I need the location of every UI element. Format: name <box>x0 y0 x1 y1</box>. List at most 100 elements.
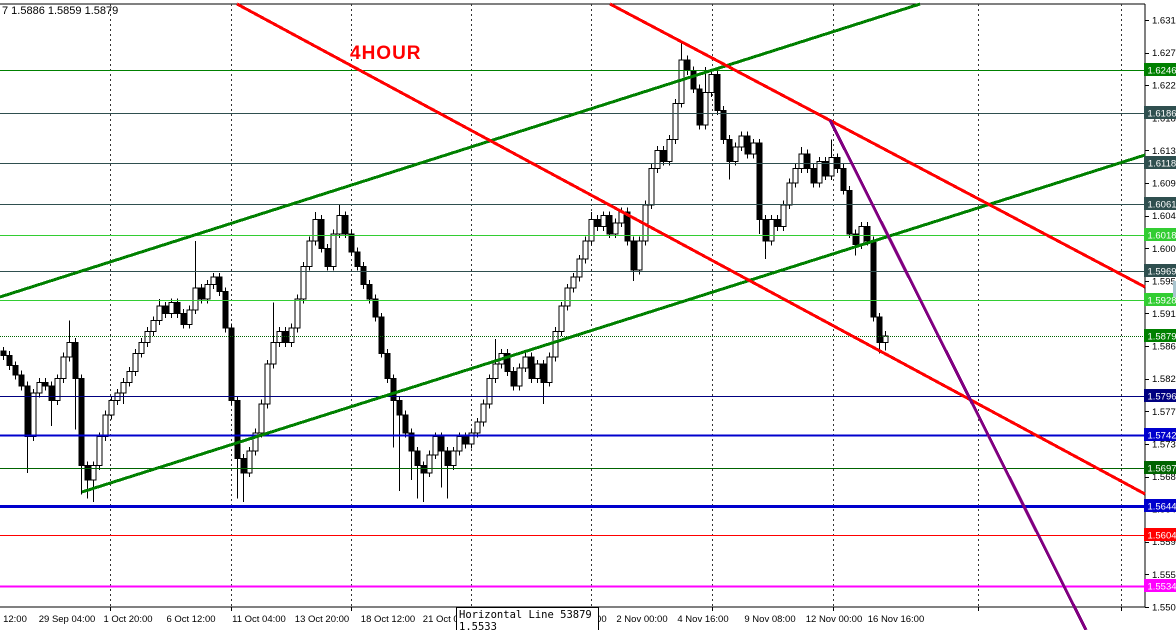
descending-trendline-1[interactable] <box>236 2 1146 496</box>
steep-descending-line[interactable] <box>828 119 1088 630</box>
price-tick-label: 1.6135 <box>1152 146 1176 157</box>
candle <box>726 135 733 180</box>
candle-body-up <box>666 139 673 162</box>
candle <box>144 327 151 347</box>
candle <box>414 446 421 499</box>
candle-body-up <box>450 450 457 467</box>
candle <box>432 432 439 460</box>
candle <box>588 212 595 246</box>
candle <box>876 312 883 354</box>
candle-body-up <box>768 218 775 242</box>
candle-body-down <box>360 265 367 285</box>
price-badge: 1.6018 <box>1144 228 1176 242</box>
price-tick-label: 1.6270 <box>1152 48 1176 59</box>
time-axis-label: 16 Nov 16:00 <box>868 614 925 625</box>
candle <box>78 374 85 495</box>
candle-body-up <box>492 363 499 380</box>
candle-body-down <box>870 240 877 318</box>
candle <box>582 236 589 264</box>
candle <box>426 450 433 478</box>
candle <box>246 446 253 478</box>
candle-body-down <box>528 356 535 380</box>
candle <box>852 229 859 256</box>
candle <box>360 262 367 289</box>
candle <box>450 446 457 470</box>
price-tick-label: 1.5595 <box>1152 537 1176 548</box>
descending-trendline-2[interactable] <box>609 2 1146 289</box>
price-badge-label: 1.5534 <box>1147 582 1176 593</box>
price-badge-label: 1.5644 <box>1147 502 1176 513</box>
candle <box>816 156 823 188</box>
price-axis: 1.63151.62701.62251.61801.61351.60901.60… <box>1144 16 1176 613</box>
candle-body-up <box>60 356 67 380</box>
candle <box>720 106 727 144</box>
candle <box>252 428 259 456</box>
candle <box>570 272 577 293</box>
candle-body-down <box>846 189 853 235</box>
candle <box>528 352 535 384</box>
time-axis-label: 13 Oct 20:00 <box>295 614 349 625</box>
price-tick-label: 1.5730 <box>1152 439 1176 450</box>
candle-body-up <box>168 302 175 314</box>
ascending-channel-upper[interactable] <box>0 2 921 299</box>
candle <box>324 243 331 271</box>
candle <box>318 214 325 253</box>
candle <box>378 312 385 358</box>
price-badge-bg <box>1144 428 1176 441</box>
candle <box>762 214 769 260</box>
candle-body-down <box>0 350 7 357</box>
candle-body-down <box>78 378 85 467</box>
time-axis-label: 11 Oct 04:00 <box>232 614 286 625</box>
candle <box>420 461 427 502</box>
candle-body-down <box>720 110 727 141</box>
price-tick-label: 1.5910 <box>1152 309 1176 320</box>
ascending-channel-lower[interactable] <box>81 153 1146 494</box>
candle-body-up <box>36 381 43 394</box>
price-badge-label: 1.5742 <box>1147 431 1176 442</box>
price-badge-label: 1.6061 <box>1147 200 1176 211</box>
candle <box>390 374 397 448</box>
candle-body-up <box>534 363 541 380</box>
candle-body-up <box>132 352 139 372</box>
price-badge-label: 1.5796 <box>1147 392 1176 403</box>
candle <box>600 211 607 231</box>
candle <box>846 185 853 239</box>
candle <box>84 461 91 499</box>
candle <box>630 236 637 281</box>
price-badge-label: 1.6186 <box>1147 109 1176 120</box>
candle <box>408 428 415 481</box>
candle <box>474 417 481 438</box>
candle <box>234 396 241 499</box>
candle-body-up <box>750 142 757 155</box>
candle-body-up <box>582 240 589 260</box>
candle-body-down <box>84 465 91 481</box>
candle-body-up <box>306 240 313 267</box>
candle <box>12 361 19 380</box>
candle <box>696 84 703 130</box>
candle <box>774 214 781 231</box>
price-tick-label: 1.6045 <box>1152 211 1176 222</box>
candle-body-up <box>270 341 277 365</box>
candle <box>222 287 229 333</box>
candle <box>186 305 193 329</box>
candle <box>684 55 691 76</box>
candle-body-up <box>486 378 493 405</box>
candle <box>402 410 409 438</box>
candle-body-up <box>210 276 217 285</box>
candle <box>516 363 523 391</box>
price-badge-label: 1.6018 <box>1147 231 1176 242</box>
candle-body-down <box>864 226 871 242</box>
price-badge: 1.5928 <box>1144 293 1176 307</box>
tooltip-object-value: 1.5533 <box>459 621 497 630</box>
price-badge: 1.5604 <box>1144 528 1176 542</box>
candle <box>36 377 43 398</box>
candle-body-down <box>696 88 703 126</box>
price-badge: 1.6061 <box>1144 197 1176 211</box>
candle <box>24 381 31 473</box>
candle-body-down <box>390 378 397 401</box>
candle <box>66 320 73 362</box>
candle <box>804 149 811 173</box>
candle-body-up <box>798 153 805 170</box>
candle-body-down <box>462 436 469 445</box>
